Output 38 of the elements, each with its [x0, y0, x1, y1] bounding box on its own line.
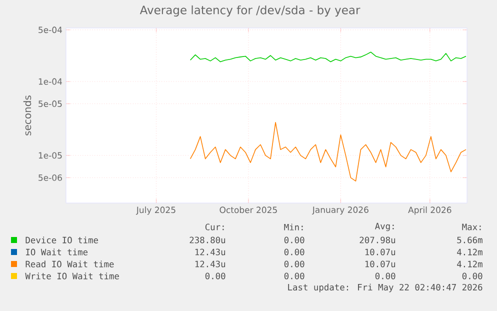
text: 0.00: [284, 236, 304, 244]
text: Last update: Fri May 22 02:40:47 2026: [288, 284, 482, 292]
text: Min:: [284, 224, 303, 230]
text: 0.00: [284, 260, 304, 268]
legend-label: Write IO Wait time: [25, 272, 119, 280]
text: 5.66m: [457, 236, 482, 244]
y-tick-label: 1e-04: [38, 78, 62, 85]
legend-label: Read IO Wait time: [26, 260, 114, 268]
text: 4.12m: [457, 260, 482, 268]
y-tick-label: 1e-05: [38, 152, 62, 159]
text: Cur:: [205, 224, 224, 230]
text: 0.00: [284, 272, 304, 280]
text: 0.00: [284, 248, 304, 256]
x-tick-label: April 2026: [408, 206, 452, 215]
legend-label: IO Wait time: [26, 248, 88, 256]
text: 12.43u: [195, 248, 226, 256]
text: Max:: [462, 224, 481, 230]
line-series: [190, 122, 466, 182]
legend-label: Device IO time: [26, 236, 98, 244]
y-tick-label: 5e-04: [38, 26, 62, 34]
text: 12.43u: [195, 260, 226, 268]
x-tick-label: January 2026: [312, 206, 368, 215]
y-tick-label: 5e-05: [38, 100, 62, 107]
text: 4.12m: [457, 248, 482, 256]
x-tick-label: July 2025: [136, 206, 176, 215]
line-series: [190, 52, 466, 62]
text: 207.98u: [360, 236, 396, 244]
text: 0.00: [462, 272, 482, 280]
text: 0.00: [205, 272, 226, 280]
x-tick-label: October 2025: [220, 206, 277, 214]
y-tick-label: 5e-06: [38, 174, 62, 181]
text: Avg:: [375, 222, 394, 232]
chart-title: Average latency for /dev/sda - by year: [140, 5, 360, 17]
text: 10.07u: [365, 260, 396, 268]
text: 10.07u: [365, 248, 396, 256]
y-axis-title: seconds: [23, 96, 32, 136]
text: 0.00: [375, 272, 396, 280]
text: 238.80u: [190, 236, 226, 244]
